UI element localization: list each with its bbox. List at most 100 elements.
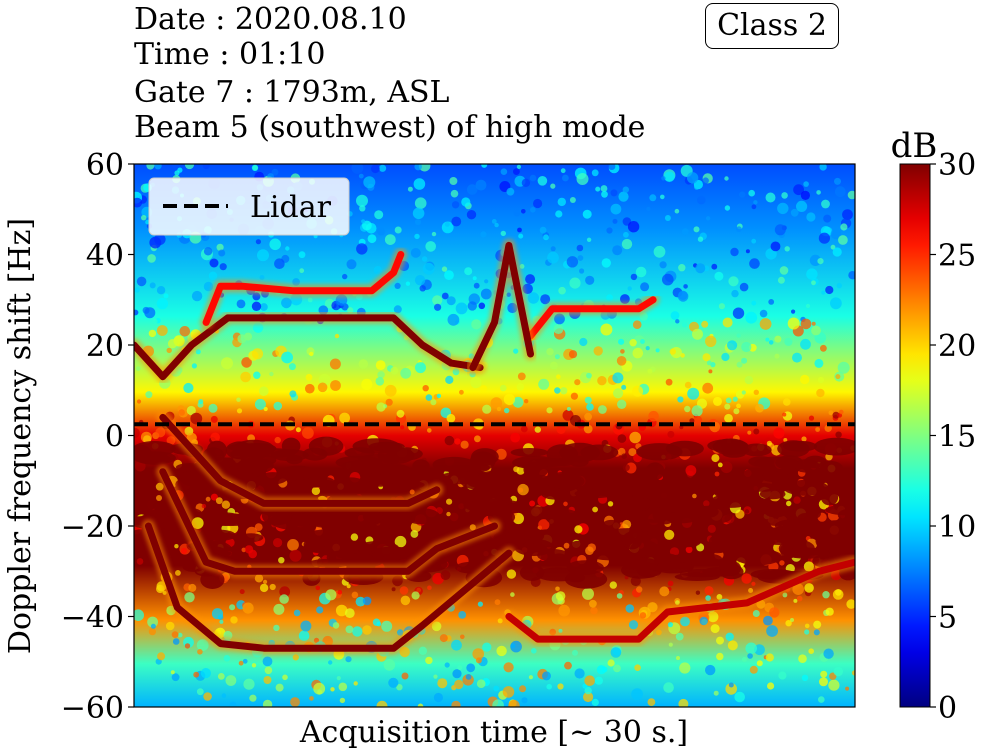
strong-echo-blob	[741, 443, 772, 457]
speckle-dot	[711, 263, 718, 270]
strong-echo-blob	[752, 537, 776, 548]
speckle-dot	[147, 254, 156, 263]
speckle-dot	[659, 586, 670, 597]
strong-echo-blob	[783, 479, 829, 496]
speckle-dot	[466, 210, 477, 220]
speckle-dot	[759, 309, 768, 318]
speckle-dot	[653, 245, 666, 258]
speckle-dot	[808, 648, 814, 654]
speckle-dot	[774, 353, 780, 359]
speckle-dot	[337, 589, 343, 595]
y-tick-label: 40	[86, 239, 124, 274]
speckle-dot	[670, 311, 680, 320]
speckle-dot	[681, 228, 689, 236]
speckle-dot	[154, 233, 166, 246]
strong-echo-blob	[351, 545, 377, 555]
speckle-dot	[460, 634, 465, 640]
strong-echo-blob	[591, 484, 627, 497]
speckle-dot	[338, 682, 348, 692]
speckle-dot	[491, 219, 497, 224]
speckle-dot	[584, 686, 592, 695]
speckle-dot	[299, 268, 305, 274]
speckle-dot	[202, 164, 210, 170]
speckle-dot	[765, 248, 777, 260]
speckle-dot	[820, 670, 828, 678]
speckle-dot	[513, 209, 521, 217]
speckle-dot	[381, 620, 393, 632]
speckle-dot	[374, 210, 384, 220]
speckle-dot	[309, 696, 314, 701]
speckle-dot	[352, 626, 363, 637]
speckle-dot	[432, 295, 443, 306]
speckle-dot	[576, 244, 584, 252]
speckle-dot	[401, 672, 409, 680]
speckle-dot	[696, 543, 705, 552]
strong-echo-blob	[375, 463, 411, 477]
speckle-dot	[305, 383, 315, 394]
speckle-dot	[451, 639, 462, 651]
speckle-dot	[414, 164, 422, 171]
speckle-dot	[833, 666, 843, 677]
strong-echo-blob	[748, 483, 778, 492]
speckle-dot	[399, 586, 409, 595]
speckle-dot	[595, 186, 601, 192]
strong-echo-blob	[466, 473, 489, 488]
speckle-dot	[830, 244, 836, 250]
speckle-dot	[707, 524, 716, 533]
speckle-dot	[769, 607, 780, 618]
speckle-dot	[727, 340, 738, 351]
strong-echo-blob	[236, 457, 274, 474]
strong-echo-blob	[777, 440, 810, 458]
speckle-dot	[345, 656, 352, 663]
speckle-dot	[687, 387, 700, 400]
speckle-dot	[707, 611, 719, 623]
speckle-dot	[513, 168, 520, 176]
speckle-dot	[494, 222, 499, 228]
speckle-dot	[300, 620, 312, 632]
speckle-dot	[359, 205, 366, 212]
speckle-dot	[174, 170, 180, 176]
speckle-dot	[724, 413, 733, 423]
speckle-dot	[353, 681, 358, 686]
speckle-dot	[627, 286, 632, 291]
speckle-dot	[519, 685, 527, 693]
strong-echo-blob	[403, 508, 441, 525]
speckle-dot	[157, 652, 166, 661]
strong-echo-blob	[686, 553, 722, 564]
speckle-dot	[203, 281, 214, 292]
speckle-dot	[734, 691, 745, 703]
speckle-dot	[377, 371, 385, 379]
speckle-dot	[396, 409, 405, 418]
speckle-dot	[711, 454, 720, 463]
speckle-dot	[693, 415, 703, 425]
speckle-dot	[371, 164, 380, 174]
speckle-dot	[840, 223, 848, 231]
speckle-dot	[196, 639, 209, 651]
speckle-dot	[675, 632, 684, 641]
speckle-dot	[655, 348, 660, 353]
colorbar-tick-label: 10	[938, 510, 976, 545]
speckle-dot	[751, 204, 757, 210]
speckle-dot	[701, 320, 709, 328]
speckle-dot	[186, 405, 196, 416]
speckle-dot	[375, 377, 385, 386]
speckle-dot	[344, 608, 355, 618]
speckle-dot	[510, 640, 522, 653]
speckle-dot	[819, 164, 827, 171]
speckle-dot	[601, 258, 611, 268]
speckle-dot	[415, 362, 426, 374]
speckle-dot	[582, 209, 592, 219]
speckle-dot	[768, 340, 774, 345]
speckle-dot	[702, 177, 709, 184]
speckle-dot	[845, 686, 850, 691]
speckle-dot	[221, 500, 231, 509]
speckle-dot	[502, 686, 515, 698]
speckle-dot	[446, 511, 451, 517]
speckle-dot	[685, 546, 693, 554]
speckle-dot	[822, 591, 830, 599]
speckle-dot	[375, 360, 386, 370]
speckle-dot	[766, 625, 778, 637]
speckle-dot	[361, 378, 373, 390]
x-axis-label: Acquisition time [~ 30 s.]	[299, 715, 688, 750]
speckle-dot	[480, 385, 488, 393]
